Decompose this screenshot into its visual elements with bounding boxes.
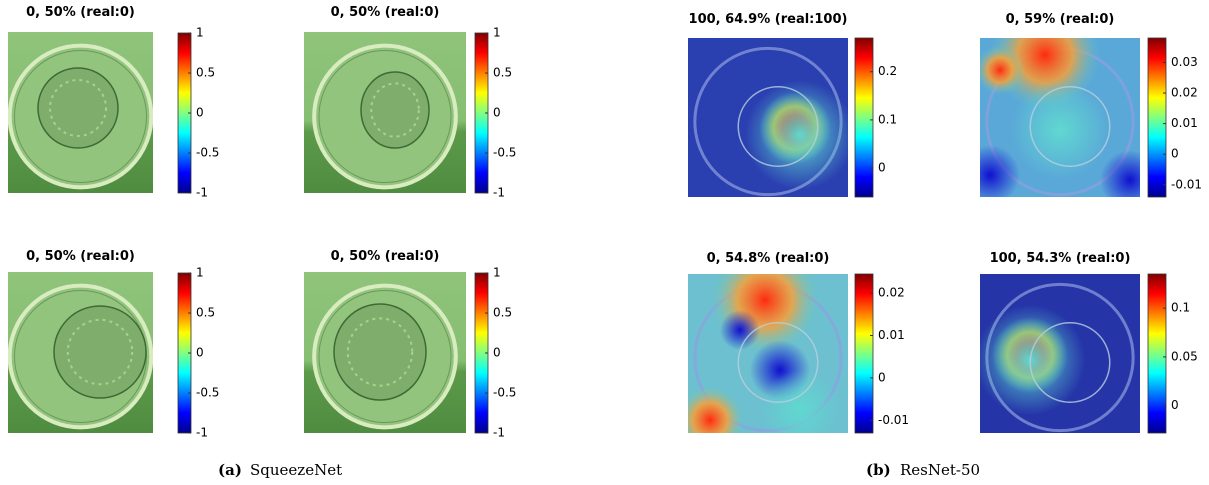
colorbar-tick-label: 0: [1171, 147, 1179, 161]
colorbar-tick-label: -1: [493, 426, 505, 440]
panel: 100, 64.9% (real:100) 0.2 0.1 0: [688, 12, 897, 197]
colorbar-tick-label: 0.5: [493, 66, 512, 80]
panel: 0, 59% (real:0) 0.03 0.02 0.01 0 -0.01: [960, 0, 1202, 210]
colorbar-tick-label: 0.01: [878, 328, 905, 342]
colorbar-tick-label: 1: [493, 266, 501, 280]
panel-title: 0, 50% (real:0): [331, 5, 440, 20]
image: [688, 38, 855, 197]
panel: 0, 50% (real:0) 1 0.5 0 -0.5 -1: [8, 5, 219, 200]
image: [975, 274, 1140, 433]
colorbar-tick-label: 0.5: [196, 66, 215, 80]
colorbar-tick-label: 0: [1171, 398, 1179, 412]
colorbar-tick-label: 0: [878, 370, 886, 384]
colorbar-tick-label: -0.5: [493, 146, 516, 160]
panel: 0, 50% (real:0) 1 0.5 0 -0.5 -1: [304, 249, 516, 440]
colorbar: [1148, 274, 1166, 433]
colorbar-tick-label: 0.03: [1171, 55, 1198, 69]
colorbar-tick-label: 0.02: [878, 286, 905, 300]
colorbar: [855, 38, 873, 197]
colorbar-tick-label: 0.01: [1171, 116, 1198, 130]
colorbar-tick-label: 0: [196, 346, 204, 360]
heat-spot: [960, 145, 1020, 205]
colorbar-tick-label: 0: [878, 161, 886, 175]
colorbar-tick-label: 1: [493, 26, 501, 40]
colorbar-tick-label: 0.5: [196, 306, 215, 320]
figure: (a) SqueezeNet (b) ResNet-50 0, 50% (rea…: [0, 0, 1209, 485]
panel: 0, 54.8% (real:0) 0.02 0.01 0 -0.01: [675, 245, 909, 455]
colorbar-tick-label: 1: [196, 26, 204, 40]
panel: 0, 50% (real:0) 1 0.5 0 -0.5 -1: [304, 5, 516, 200]
colorbar-tick-label: 0.1: [878, 112, 897, 126]
image: [960, 0, 1160, 210]
panel: 0, 50% (real:0) 1 0.5 0 -0.5 -1: [8, 249, 219, 440]
colorbar-tick-label: -0.01: [878, 413, 909, 427]
colorbar-tick-label: 1: [196, 266, 204, 280]
panel-title: 0, 50% (real:0): [26, 249, 135, 264]
colorbar-tick-label: -0.5: [196, 146, 219, 160]
colorbar-tick-label: 0.1: [1171, 301, 1190, 315]
colorbar-tick-label: 0: [196, 106, 204, 120]
colorbar-tick-label: 0.2: [878, 64, 897, 78]
colorbar-tick-label: -1: [493, 186, 505, 200]
panel-title: 0, 50% (real:0): [331, 249, 440, 264]
image: [675, 245, 848, 455]
panel-title: 0, 59% (real:0): [1006, 12, 1115, 27]
colorbar-tick-label: 0.05: [1171, 349, 1198, 363]
heat-spot: [975, 45, 1025, 95]
colorbar: [855, 274, 873, 433]
colorbar-tick-label: 0: [493, 106, 501, 120]
colorbar-tick-label: -1: [196, 186, 208, 200]
colorbar-tick-label: 0.02: [1171, 86, 1198, 100]
caption-label: (a): [218, 461, 242, 479]
caption-text: ResNet-50: [900, 461, 980, 479]
colorbar-tick-label: -0.01: [1171, 177, 1202, 191]
image: [8, 32, 153, 193]
colorbar-tick-label: 0.5: [493, 306, 512, 320]
panel-title: 0, 50% (real:0): [26, 5, 135, 20]
caption-text: SqueezeNet: [250, 461, 342, 479]
colorbar-tick-label: 0: [493, 346, 501, 360]
panel-title: 0, 54.8% (real:0): [707, 251, 830, 266]
heat-spot: [760, 370, 840, 450]
heat-spot: [745, 80, 855, 190]
image: [304, 272, 466, 433]
panel: 100, 54.3% (real:0) 0.1 0.05 0: [975, 251, 1198, 433]
image: [304, 32, 466, 193]
colorbar-tick-label: -0.5: [493, 386, 516, 400]
image: [8, 272, 153, 433]
heat-spot: [675, 385, 745, 455]
colorbar: [1148, 38, 1166, 197]
caption-label: (b): [866, 461, 891, 479]
panel-title: 100, 64.9% (real:100): [689, 12, 848, 27]
colorbar-tick-label: -1: [196, 426, 208, 440]
colorbar-tick-label: -0.5: [196, 386, 219, 400]
panel-title: 100, 54.3% (real:0): [990, 251, 1131, 266]
